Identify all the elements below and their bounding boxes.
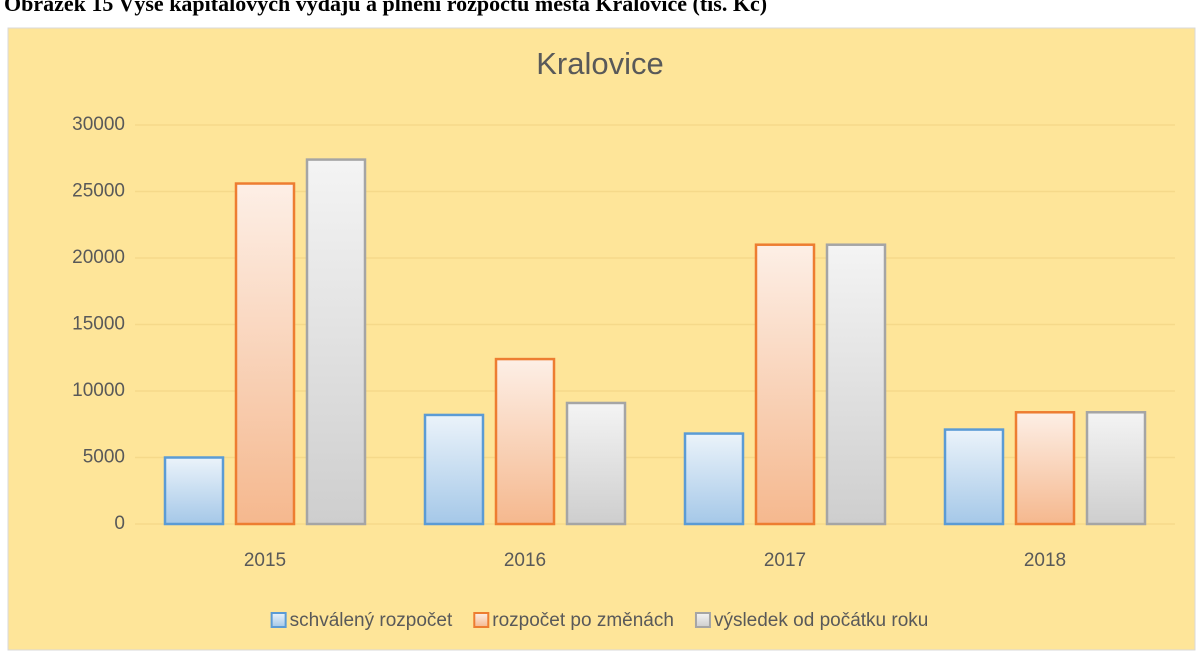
- bar: [943, 428, 1005, 526]
- y-tick-label: 30000: [72, 114, 125, 135]
- legend-swatch: [270, 612, 287, 628]
- y-tick-label: 10000: [72, 380, 125, 401]
- bar: [1085, 411, 1147, 526]
- bar: [565, 401, 627, 526]
- y-tick-label: 20000: [72, 247, 125, 268]
- legend-label: rozpočet po změnách: [492, 610, 674, 631]
- chart-title: Kralovice: [536, 46, 664, 81]
- bar: [423, 413, 485, 526]
- bar: [234, 182, 296, 526]
- bar: [683, 432, 745, 526]
- y-tick-label: 0: [114, 513, 125, 534]
- x-tick-label: 2015: [244, 550, 286, 571]
- legend-label: schválený rozpočet: [290, 610, 453, 631]
- bar: [1014, 411, 1076, 526]
- bar: [754, 243, 816, 526]
- bar: [163, 456, 225, 526]
- bar: [494, 357, 556, 526]
- chart-background: [7, 27, 1196, 651]
- legend-label: výsledek od počátku roku: [714, 610, 928, 631]
- y-tick-label: 25000: [72, 181, 125, 202]
- x-tick-label: 2018: [1024, 550, 1066, 571]
- figure-caption: Obrázek 15 Výše kapitálových výdajů a pl…: [4, 0, 767, 16]
- bar: [825, 243, 887, 526]
- x-tick-label: 2016: [504, 550, 546, 571]
- x-tick-label: 2017: [764, 550, 806, 571]
- bar: [305, 158, 367, 526]
- legend-swatch: [694, 612, 711, 628]
- y-tick-label: 15000: [72, 314, 125, 335]
- y-tick-label: 5000: [83, 447, 125, 468]
- legend-swatch: [473, 612, 490, 628]
